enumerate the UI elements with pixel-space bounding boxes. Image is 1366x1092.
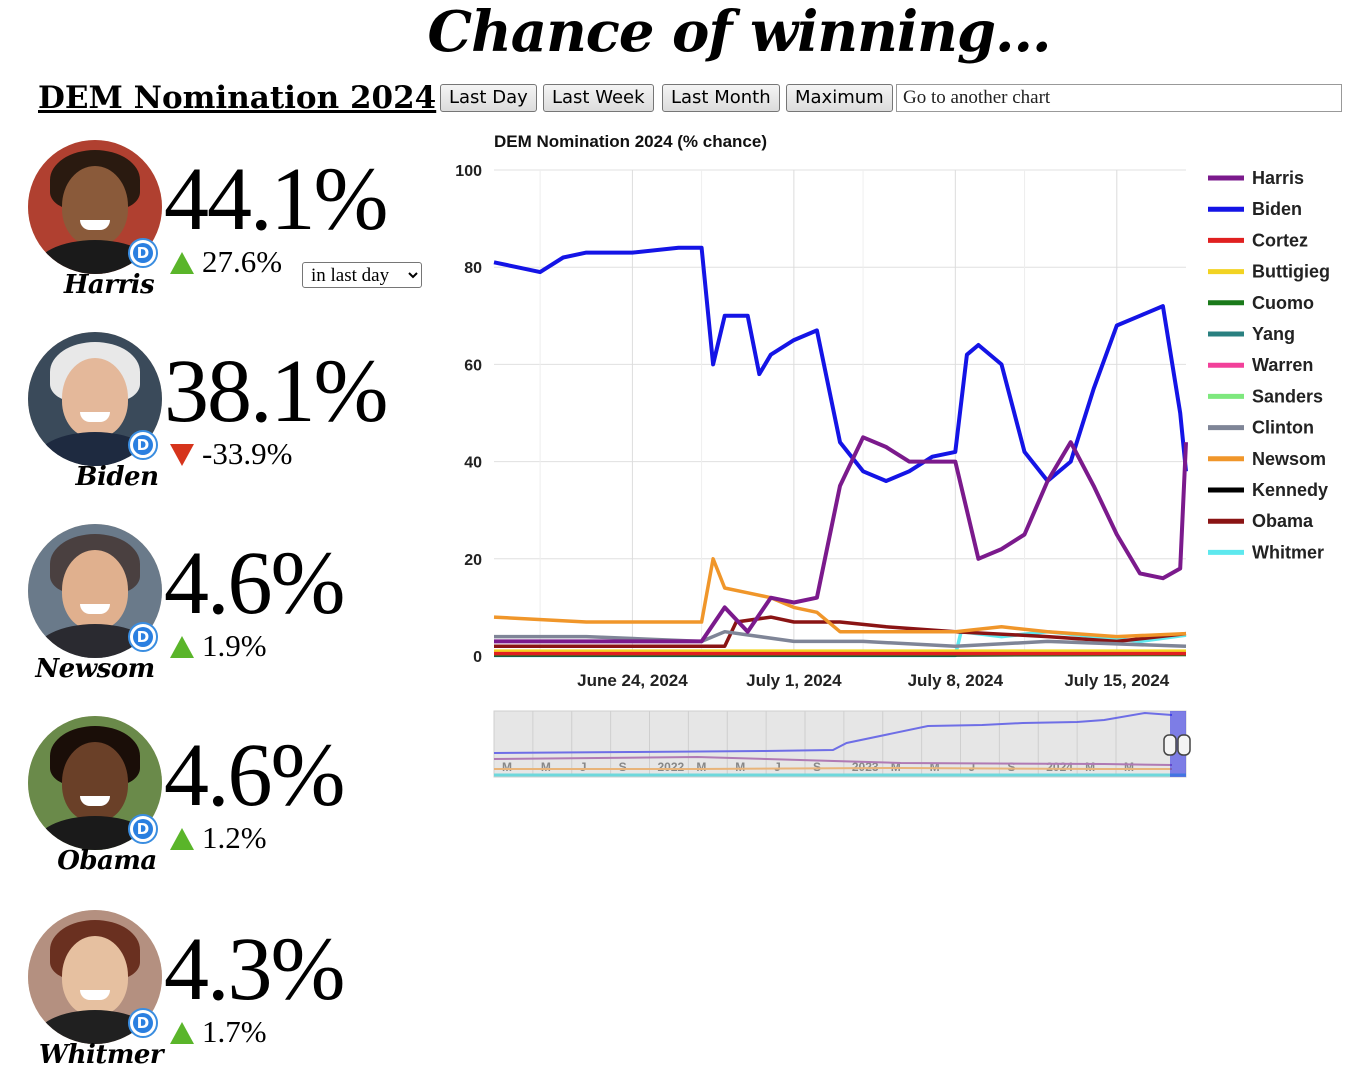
legend-label[interactable]: Whitmer	[1252, 542, 1324, 562]
series-line-biden[interactable]	[493, 245, 1188, 483]
navigator-tick-label: J	[969, 760, 976, 774]
win-probability: 4.6%	[164, 534, 345, 633]
legend-label[interactable]: Biden	[1252, 199, 1302, 219]
navigator-tick-label: M	[930, 760, 940, 774]
series-line-harris[interactable]	[494, 435, 1188, 644]
x-tick-label: July 1, 2024	[746, 671, 842, 690]
legend-label[interactable]: Sanders	[1252, 386, 1323, 406]
democrat-party-icon: D	[128, 238, 158, 268]
navigator-tick-label: 2022	[658, 760, 685, 774]
navigator-line-harris	[493, 755, 1173, 766]
candidate-name[interactable]: Biden	[75, 462, 159, 492]
down-arrow-icon	[170, 444, 194, 466]
probability-change: 1.7%	[202, 1014, 267, 1049]
navigator-tick-label: M	[696, 760, 706, 774]
candidate-photo[interactable]	[28, 716, 162, 850]
navigator-tick-label: M	[735, 760, 745, 774]
party-letter: D	[133, 1013, 153, 1033]
candidate-card[interactable]: D Harris 44.1% 27.6%	[28, 140, 448, 320]
candidate-card[interactable]: D Newsom 4.6% 1.9%	[28, 524, 448, 704]
y-tick-label: 100	[455, 163, 482, 180]
y-tick-label: 60	[464, 357, 482, 374]
win-probability: 38.1%	[164, 342, 388, 441]
navigator-tick-label: 2023	[852, 760, 879, 774]
democrat-party-icon: D	[128, 622, 158, 652]
series-line-clinton[interactable]	[494, 629, 1187, 649]
navigator-tick-label: J	[774, 760, 781, 774]
candidate-card[interactable]: D Whitmer 4.3% 1.7%	[28, 910, 448, 1090]
win-probability: 4.6%	[164, 726, 345, 825]
series-line-newsom[interactable]	[493, 557, 1187, 639]
democrat-party-icon: D	[128, 814, 158, 844]
probability-chart[interactable]: DEM Nomination 2024 (% chance) 0 20 40 60 80 1…	[440, 125, 1350, 785]
win-probability: 4.3%	[164, 920, 345, 1019]
navigator-tick-label: J	[580, 760, 587, 774]
probability-change: 27.6%	[202, 244, 283, 279]
navigator-tick-label: S	[619, 760, 627, 774]
win-probability: 44.1%	[164, 150, 388, 249]
legend-label[interactable]: Buttigieg	[1252, 262, 1330, 282]
change-period-select[interactable]: in last day	[302, 262, 422, 288]
y-tick-label: 40	[464, 455, 482, 472]
navigator-tick-label: S	[813, 760, 821, 774]
go-to-chart-select[interactable]: Go to another chart	[896, 84, 1342, 112]
candidate-card[interactable]: D Obama 4.6% 1.2%	[28, 716, 448, 896]
navigator-line-newsom	[494, 766, 1172, 770]
x-tick-label: June 24, 2024	[577, 671, 688, 690]
up-arrow-icon	[170, 828, 194, 850]
last-day-button[interactable]: Last Day	[440, 84, 537, 112]
y-tick-label: 20	[464, 552, 482, 569]
candidate-card[interactable]: D Biden 38.1% -33.9%	[28, 332, 448, 512]
legend-label[interactable]: Obama	[1252, 511, 1314, 531]
legend-label[interactable]: Kennedy	[1252, 480, 1328, 500]
navigator-tick-label: M	[1124, 760, 1134, 774]
probability-change: -33.9%	[202, 436, 293, 471]
candidate-name[interactable]: Whitmer	[38, 1040, 164, 1070]
last-week-button[interactable]: Last Week	[543, 84, 654, 112]
navigator-tick-label: S	[1007, 760, 1015, 774]
up-arrow-icon	[170, 636, 194, 658]
democrat-party-icon: D	[128, 430, 158, 460]
chart-title: DEM Nomination 2024 (% chance)	[494, 132, 767, 151]
legend-label[interactable]: Cuomo	[1252, 293, 1314, 313]
legend-label[interactable]: Warren	[1252, 355, 1313, 375]
navigator-tick-label: M	[541, 760, 551, 774]
up-arrow-icon	[170, 252, 194, 274]
legend-label[interactable]: Newsom	[1252, 449, 1326, 469]
legend-label[interactable]: Cortez	[1252, 230, 1308, 250]
candidate-photo[interactable]	[28, 140, 162, 274]
maximum-button[interactable]: Maximum	[786, 84, 893, 112]
navigator-tick-label: 2024	[1046, 760, 1073, 774]
navigator-line-biden	[493, 711, 1173, 754]
candidate-name[interactable]: Harris	[63, 270, 155, 300]
navigator-tick-label: M	[891, 760, 901, 774]
party-letter: D	[133, 435, 153, 455]
probability-change: 1.2%	[202, 820, 267, 855]
party-letter: D	[133, 243, 153, 263]
legend-label[interactable]: Harris	[1252, 168, 1304, 188]
candidate-name[interactable]: Newsom	[35, 654, 155, 684]
x-tick-label: July 15, 2024	[1064, 671, 1169, 690]
navigator-left-handle[interactable]	[1163, 734, 1177, 756]
navigator-tick-label: M	[1085, 760, 1095, 774]
y-tick-label: 80	[464, 260, 482, 277]
party-letter: D	[133, 627, 153, 647]
probability-change: 1.9%	[202, 628, 267, 663]
legend-label[interactable]: Clinton	[1252, 418, 1314, 438]
legend-label[interactable]: Yang	[1252, 324, 1295, 344]
series-line-obama[interactable]	[494, 615, 1187, 649]
candidate-name[interactable]: Obama	[57, 846, 157, 876]
democrat-party-icon: D	[128, 1008, 158, 1038]
x-tick-label: July 8, 2024	[908, 671, 1004, 690]
navigator-tick-label: M	[502, 760, 512, 774]
party-letter: D	[133, 819, 153, 839]
last-month-button[interactable]: Last Month	[662, 84, 780, 112]
y-tick-label: 0	[473, 649, 482, 666]
page-title: Chance of winning...	[427, 0, 1052, 65]
navigator-right-handle[interactable]	[1177, 734, 1191, 756]
up-arrow-icon	[170, 1022, 194, 1044]
market-title-link[interactable]: DEM Nomination 2024	[38, 80, 437, 116]
